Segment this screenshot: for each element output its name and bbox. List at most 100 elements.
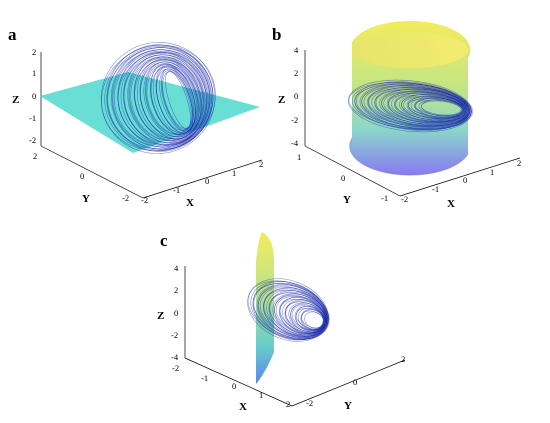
panel-a-y-ticks: 2 0 -2 [33,151,129,203]
panel-letter-a: a [8,25,17,44]
panel-b-x-tick: -1 [432,184,439,194]
panel-b-z-tick: 0 [294,91,298,101]
panel-letter-b: b [272,25,281,44]
panel-a-x-tick: -2 [141,195,148,205]
panel-a-x-axis [142,159,263,199]
panel-a-x-label: X [186,197,194,209]
panel-b-y-label: Y [343,194,351,206]
trajectory-loop [165,71,191,129]
panel-b-y-tick: -1 [381,193,388,203]
panel-b-y-tick: 1 [297,152,301,162]
trajectory-loop [123,52,207,145]
trajectory-loop [140,59,202,139]
panel-b-z-tick: 4 [294,45,299,55]
panel-a-z-tick: 1 [32,68,36,78]
panel-a-y-label: Y [82,193,90,205]
panel-c-y-label: Y [344,400,352,412]
panel-c-y-tick: 2 [401,354,405,364]
trajectory-loop [415,98,465,118]
trajectory-loop [111,47,212,150]
trajectory-loop [107,45,214,151]
trajectory-loop [375,87,470,126]
panel-b-x-tick: -2 [401,194,408,204]
trajectory-loop [395,92,467,122]
panel-c-y-tick: 0 [353,377,357,387]
panel-a-y-tick: 0 [80,171,84,181]
trajectory-loop [421,99,463,117]
panel-a-z-label: Z [12,94,19,106]
panel-a-x-ticks: -2 -1 0 1 2 [141,159,263,205]
trajectory-loop [300,308,324,330]
panel-a-z-tick: -1 [29,113,36,123]
trajectory-loop [348,79,472,133]
panel-b-x-label: X [447,198,455,210]
trajectory-loop [285,300,327,334]
trajectory-loop [297,307,325,331]
trajectory-loop [401,94,466,121]
trajectory-loop [381,88,469,125]
panel-c-z-tick: -4 [171,352,179,362]
panel-c: c 4 2 0 -2 -4 Z -2 -1 0 1 2 X -2 0 2 [157,231,405,413]
panel-c-trajectory [247,278,330,342]
panel-c-y-ticks: -2 0 2 [306,354,405,408]
panel-c-sheet [256,232,274,384]
panel-b-x-tick: 1 [490,167,494,177]
panel-c-x-tick: 2 [286,399,290,409]
trajectory-loop [301,309,326,330]
trajectory-loop [374,89,469,125]
panel-c-z-tick: 0 [174,308,178,318]
panel-c-x-axis [184,357,293,407]
panel-c-z-ticks: 4 2 0 -2 -4 [171,263,179,362]
panel-b-z-tick: -2 [291,115,298,125]
panel-c-x-tick: 0 [232,381,236,391]
panel-a-x-tick: -1 [173,185,180,195]
panel-b-z-tick: -4 [291,138,299,148]
trajectory-loop [160,68,194,132]
trajectory-loop [408,98,465,118]
panel-a-z-tick: 0 [32,91,36,101]
trajectory-loop [418,99,463,117]
trajectory-loop [144,61,200,138]
panel-c-x-tick: 1 [259,390,263,400]
panel-a-x-tick: 2 [259,159,263,169]
trajectory-loop [106,44,213,152]
panel-b-z-tick: 2 [294,68,298,78]
trajectory-loop [127,54,205,144]
trajectory-loop [114,49,211,148]
trajectory-loop [145,63,198,136]
trajectory-loop [134,56,203,142]
panel-letter-c: c [160,231,168,250]
trajectory-loop [361,83,472,130]
panel-b-x-tick: 2 [517,158,521,168]
panel-b-x-axis [399,157,521,197]
panel-c-y-axis [291,359,406,407]
panel-a-z-ticks: 2 1 0 -1 -2 [29,47,36,145]
trajectory-loop [394,94,467,121]
panel-a: a 2 1 0 -1 -2 Z 2 0 -2 Y -2 -1 0 1 2 [8,25,263,209]
panel-b-y-ticks: 1 0 -1 [297,152,388,203]
panel-b-z-label: Z [278,94,285,106]
panel-b: b 4 2 0 -2 -4 Z 1 0 -1 Y -2 -1 [272,20,521,210]
panel-a-y-axis [40,145,144,199]
panel-b-x-tick: 0 [463,175,467,185]
panel-a-z-tick: 2 [32,47,36,57]
trajectory-loop [269,291,328,337]
panel-b-trajectory [348,79,473,133]
panel-b-z-ticks: 4 2 0 -2 -4 [291,45,299,148]
trajectory-loop [156,66,196,133]
panel-c-z-tick: 2 [174,285,178,295]
panel-a-trajectory [100,42,216,154]
panel-c-z-tick: -2 [171,330,178,340]
trajectory-loop [356,82,472,130]
panel-b-y-tick: 0 [341,173,345,183]
panel-c-x-ticks: -2 -1 0 1 2 [172,363,290,409]
panel-c-z-tick: 4 [174,263,179,273]
panel-c-y-tick: -2 [306,398,313,408]
trajectory-loop [150,63,196,136]
panel-b-y-axis [304,145,401,197]
panel-c-x-label: X [239,401,247,413]
panel-c-x-tick: -1 [201,373,208,383]
trajectory-loop [304,311,324,329]
trajectory-loop [150,66,197,133]
